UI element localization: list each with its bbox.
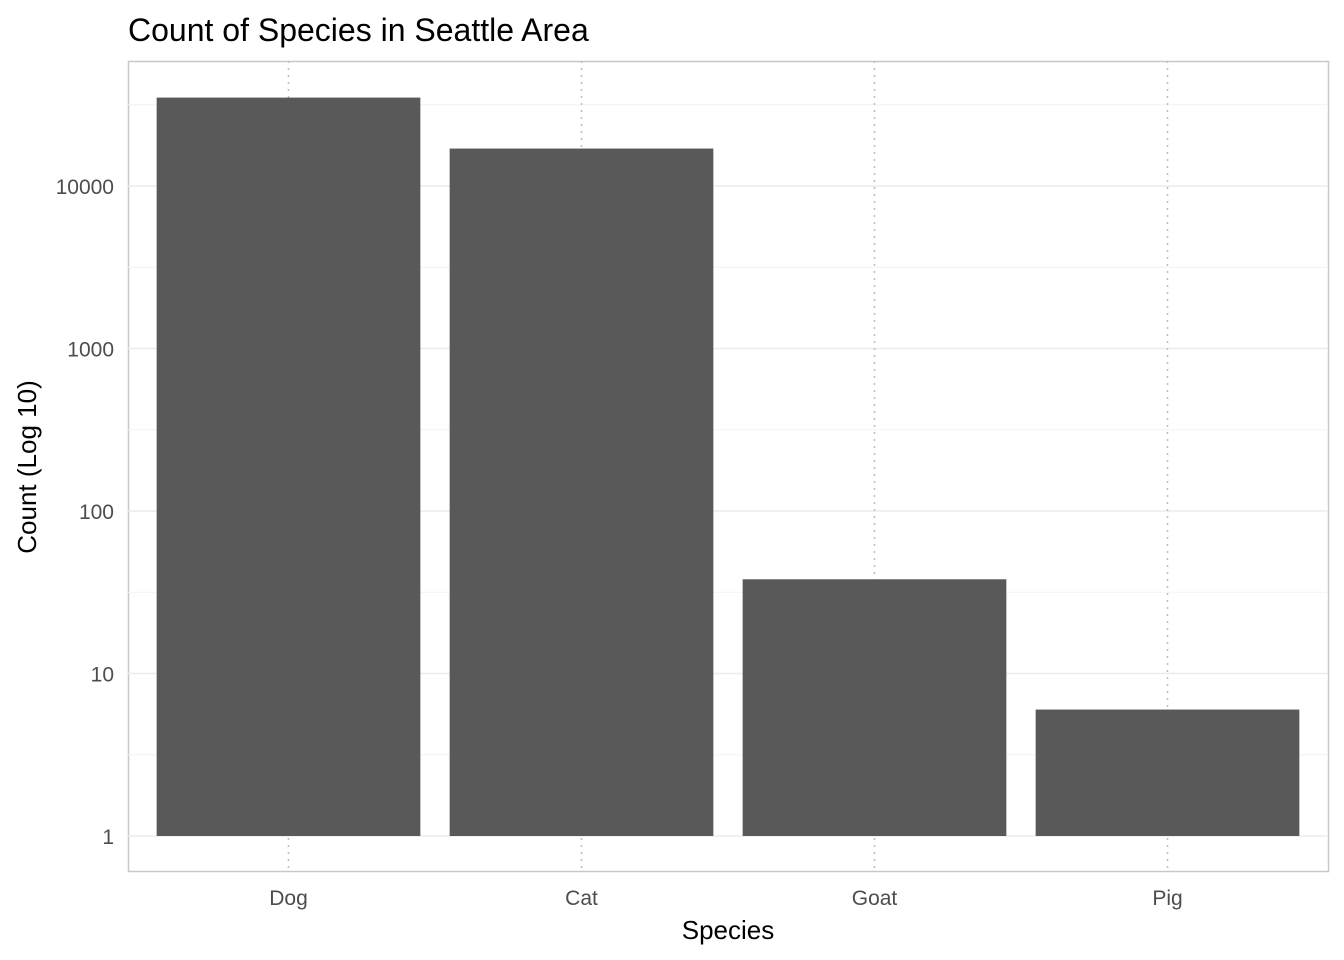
y-tick-label: 100 (79, 501, 114, 524)
bar-dog (156, 97, 421, 837)
x-tick-label: Dog (269, 887, 308, 910)
chart-title: Count of Species in Seattle Area (128, 12, 589, 48)
y-tick-label: 1000 (67, 339, 114, 362)
bars-layer (156, 97, 1300, 837)
plot-panel-border (127, 60, 1330, 873)
y-axis-ticks: 1 10 100 1000 10000 (56, 176, 114, 849)
bar-cat (449, 148, 714, 836)
bar-pig (1035, 709, 1300, 836)
y-tick-label: 10000 (56, 176, 114, 199)
y-tick-label: 10 (91, 664, 114, 687)
x-tick-label: Goat (852, 887, 898, 910)
x-tick-label: Cat (565, 887, 598, 910)
y-tick-label: 1 (102, 826, 114, 849)
x-tick-label: Pig (1152, 887, 1182, 910)
y-axis-title: Count (Log 10) (12, 380, 42, 553)
bar-goat (742, 579, 1007, 836)
x-axis-ticks: Dog Cat Goat Pig (269, 887, 1182, 910)
x-axis-title: Species (682, 915, 775, 945)
